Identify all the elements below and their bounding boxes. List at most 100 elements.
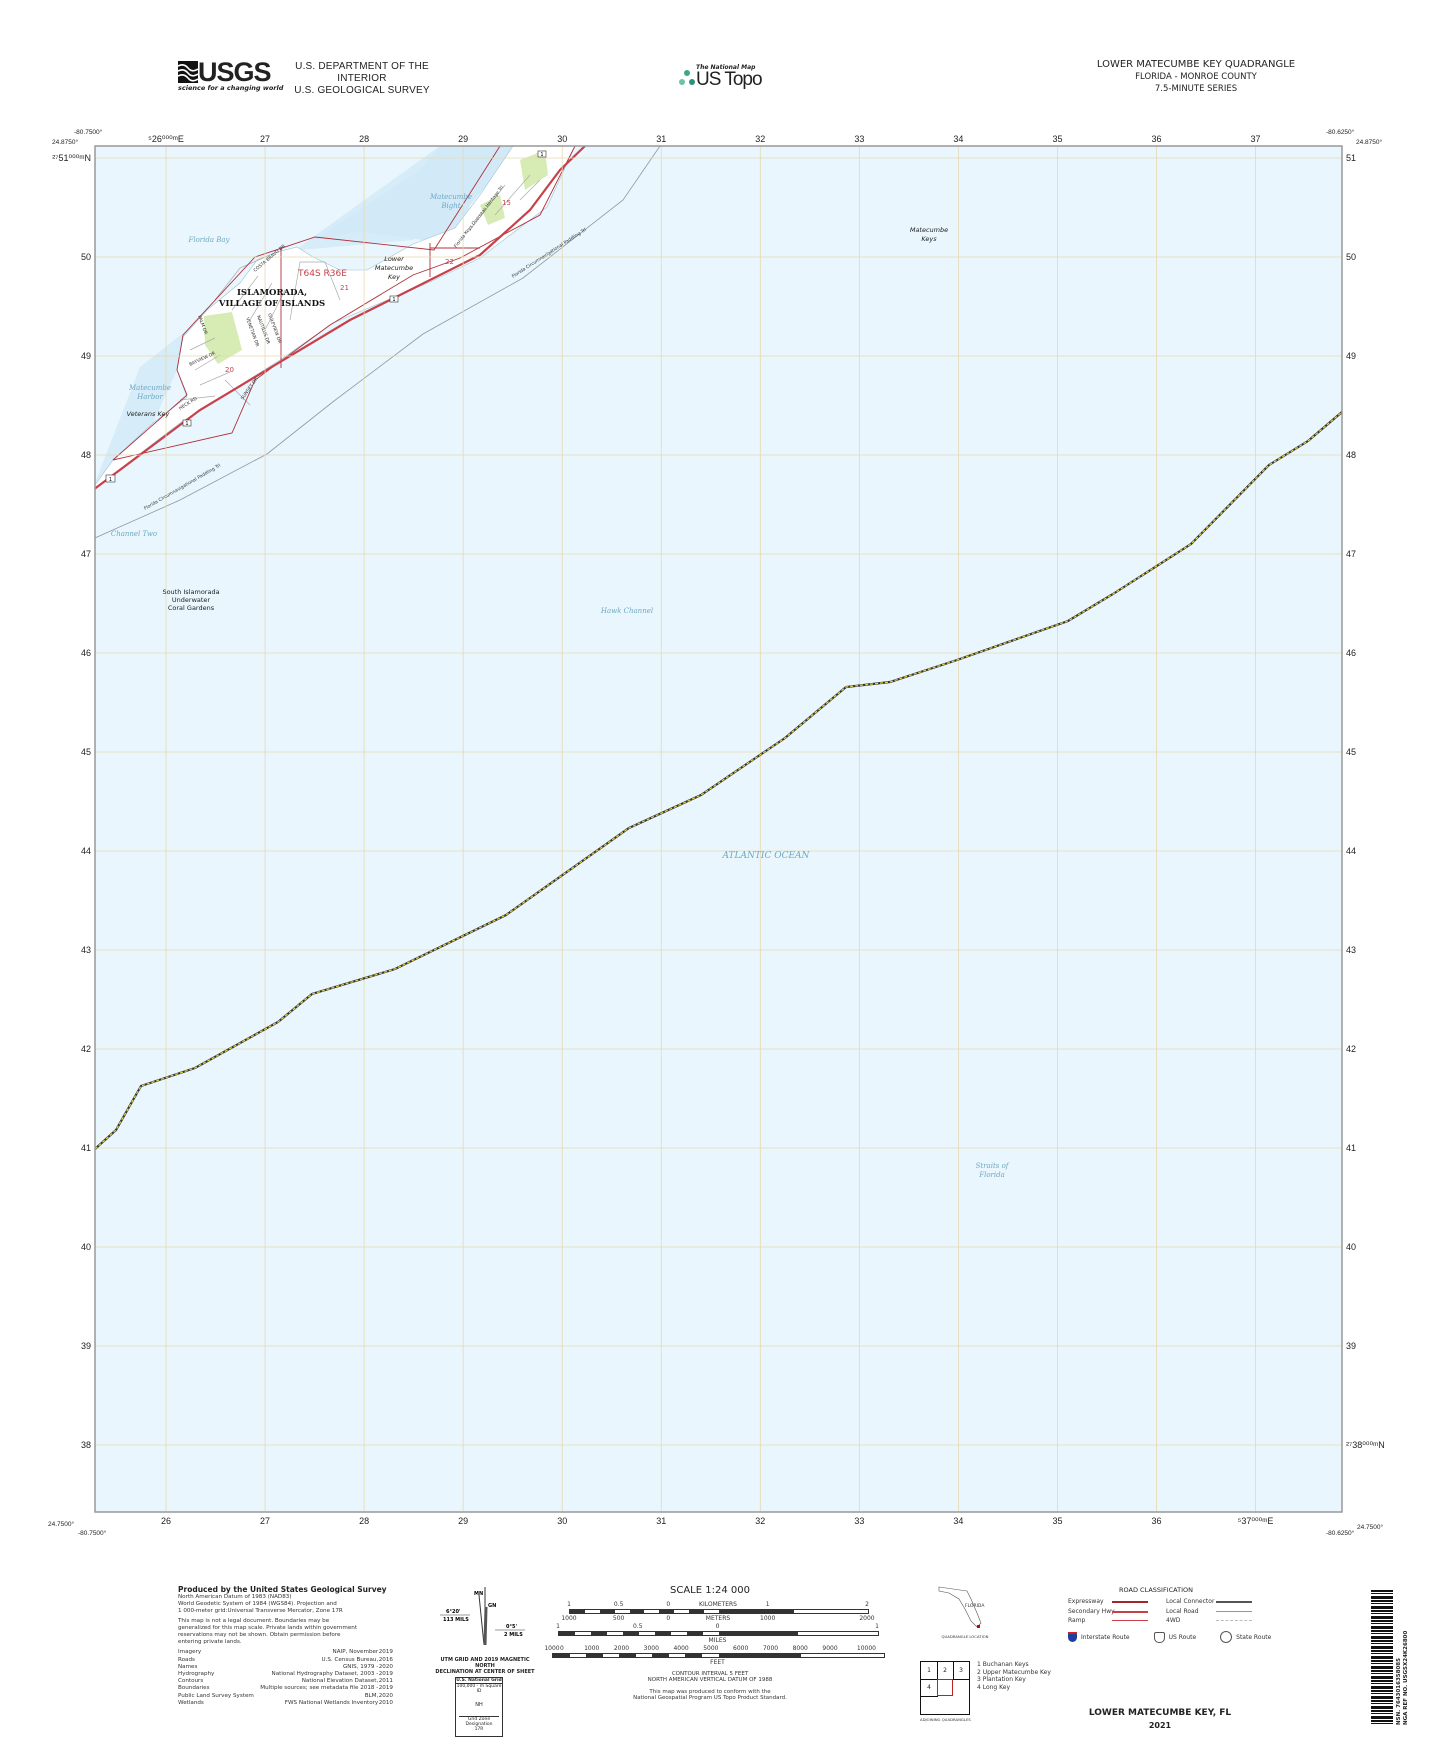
scale-tick-label: 1000 <box>760 1615 776 1622</box>
vertical-datum: NORTH AMERICAN VERTICAL DATUM OF 1988 <box>647 1677 773 1683</box>
northing-label-left: 43 <box>81 945 91 955</box>
local-connector-swatch <box>1216 1601 1252 1603</box>
scale-tick-label: 5000 <box>703 1645 719 1652</box>
scale-unit-label: KILOMETERS <box>699 1601 737 1608</box>
corner-lon-top-left: -80.7500° <box>74 128 103 136</box>
department-block: U.S. DEPARTMENT OF THE INTERIOR U.S. GEO… <box>272 61 452 97</box>
easting-label-bottom: 33 <box>854 1516 864 1526</box>
paddling-trail-line <box>95 146 661 539</box>
easting-label-bottom: 36 <box>1151 1516 1161 1526</box>
label-matecumbe-keys: Matecumbe <box>910 226 948 234</box>
4wd-swatch <box>1216 1620 1252 1621</box>
scale-unit-label: METERS <box>705 1615 731 1622</box>
label-straits-of-florida: Straits of <box>976 1162 1010 1170</box>
credit-row: Wetlands FWS National Wetlands Inventory 2… <box>178 1700 393 1707</box>
label-matecumbe-keys-2: Keys <box>921 235 937 243</box>
agency-name: U.S. GEOLOGICAL SURVEY <box>294 85 430 96</box>
section-number: 21 <box>340 284 349 292</box>
credit-item: Contours <box>178 1678 204 1685</box>
scale-tick-label: 4000 <box>673 1645 689 1652</box>
park-area <box>204 312 242 364</box>
corner-lon-bottom-right: -80.6250° <box>1326 1529 1355 1537</box>
scale-tick-label: 1 <box>556 1623 560 1630</box>
scale-tick-label: 1 <box>765 1601 770 1608</box>
caption-line: UTM GRID AND 2019 MAGNETIC NORTH <box>440 1657 530 1669</box>
easting-label-bottom: 34 <box>953 1516 963 1526</box>
grid-tick-labels: ⁵26⁰⁰⁰ᵐE 26 27 27 28 28 29 29 30 30 31 31 32 32 33 33 34… <box>52 134 1385 1526</box>
credit-item: Public Land Survey System <box>178 1692 254 1699</box>
credit-source: GNIS, 1979 - <box>342 1663 379 1670</box>
conform-note: This map was produced to conform with th… <box>649 1689 771 1695</box>
easting-label-bottom: 32 <box>755 1516 765 1526</box>
us-topo-logo: The National Map US Topo <box>678 64 763 90</box>
scale-tick-label: 1 <box>567 1601 571 1608</box>
road-type-label: 4WD <box>1166 1617 1181 1624</box>
adjoining-list: 1 Buchanan Keys 2 Upper Matecumbe Key 3 … <box>977 1661 1051 1691</box>
easting-label-top: 28 <box>359 134 369 144</box>
adjoining-item: 1 Buchanan Keys <box>977 1661 1029 1668</box>
recycle-globe-icon <box>679 70 695 85</box>
scale-tick-label: 0 <box>560 1645 564 1652</box>
northing-label-left: 41 <box>81 1143 91 1153</box>
northing-label-right: 47 <box>1346 549 1356 559</box>
datum-line: North American Datum of 1983 (NAD83) <box>178 1594 292 1600</box>
department-name: U.S. DEPARTMENT OF THE INTERIOR <box>295 61 429 84</box>
usng-square-label: 100,000 - m Square ID <box>456 1684 502 1694</box>
easting-label-top: 32 <box>755 134 765 144</box>
usgs-wordmark: USGS <box>198 57 272 87</box>
adjoining-cell: 3 <box>953 1662 969 1680</box>
scale-title: SCALE 1:24 000 <box>670 1585 750 1596</box>
label-lower-matecumbe-key: Lower <box>384 255 405 263</box>
map-neatline <box>94 145 1343 1513</box>
easting-label-bottom: ⁵37⁰⁰⁰ᵐE <box>1238 1516 1274 1526</box>
northing-label-left: 40 <box>81 1242 91 1252</box>
label-matecumbe-harbor-2: Harbor <box>136 393 163 401</box>
credit-source: BLM, <box>364 1692 379 1699</box>
adjoining-item: 2 Upper Matecumbe Key <box>977 1668 1051 1676</box>
label-matecumbe-bight-2: Bight <box>440 202 460 210</box>
easting-label-bottom: 27 <box>260 1516 270 1526</box>
credit-year: 2011 <box>378 1678 393 1685</box>
mile-scale-bar <box>558 1631 879 1636</box>
northing-label-left: 48 <box>81 450 91 460</box>
credit-year: 2019 <box>378 1649 393 1656</box>
convergence-mils: 2 MILS <box>504 1632 523 1638</box>
adjoining-cell: 4 <box>921 1679 938 1697</box>
feet-scale-bar <box>552 1653 885 1658</box>
road-type-label: Secondary Hwy <box>1068 1607 1115 1615</box>
easting-label-top: 36 <box>1151 134 1161 144</box>
state-label: FLORIDA <box>965 1603 985 1609</box>
credit-year: 2020 <box>378 1663 393 1670</box>
conform-note: National Geospatial Program US Topo Prod… <box>633 1695 787 1701</box>
northing-label-right: 44 <box>1346 846 1356 856</box>
northing-label-right: 40 <box>1346 1242 1356 1252</box>
scale-tick-label: 1 <box>875 1623 879 1630</box>
credit-source: NAIP, November <box>332 1649 379 1656</box>
us-route-1-road <box>95 146 586 490</box>
northing-label-right: 45 <box>1346 747 1356 757</box>
road-legend-title: ROAD CLASSIFICATION <box>1119 1586 1193 1594</box>
production-notes: Produced by the United States Geological… <box>178 1585 393 1707</box>
barcode <box>1371 1590 1393 1725</box>
scale-tick-label: 1000 <box>544 1645 560 1652</box>
credit-source: Multiple sources; see metadata file 2018… <box>260 1685 379 1692</box>
easting-label-top: ⁵26⁰⁰⁰ᵐE <box>148 134 184 144</box>
credit-row: Imagery NAIP, November 2019 <box>178 1649 393 1656</box>
northing-label-right: 43 <box>1346 945 1356 955</box>
us-topo-wordmark: US Topo <box>696 69 763 90</box>
gn-label: GN <box>488 1603 496 1609</box>
easting-label-top: 30 <box>557 134 567 144</box>
easting-label-top: 33 <box>854 134 864 144</box>
contour-interval: CONTOUR INTERVAL 5 FEET <box>671 1671 749 1677</box>
label-coral-gardens: South Islamorada <box>162 588 219 596</box>
label-veterans-key: Veterans Key <box>127 410 170 418</box>
secondary-hwy-swatch <box>1112 1611 1148 1613</box>
adjoining-caption: ADJOINING QUADRANGLES <box>920 1717 971 1722</box>
credit-row: Contours National Elevation Dataset, 2011 <box>178 1678 393 1685</box>
route-type-label: Interstate Route <box>1081 1633 1130 1641</box>
road-type-label: Local Connector <box>1166 1598 1215 1605</box>
legal-notes: This map is not a legal document. Bounda… <box>178 1618 393 1647</box>
scale-tick-label: 0 <box>666 1601 671 1608</box>
current-quad-cell <box>937 1679 953 1696</box>
